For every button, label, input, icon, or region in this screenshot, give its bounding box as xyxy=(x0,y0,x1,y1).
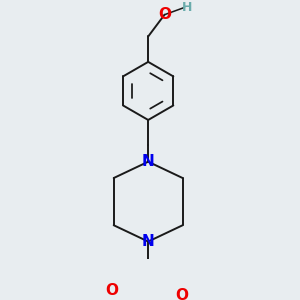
Text: O: O xyxy=(158,7,171,22)
Text: H: H xyxy=(182,1,192,14)
Text: O: O xyxy=(175,288,188,300)
Text: N: N xyxy=(142,234,155,249)
Text: N: N xyxy=(142,154,155,169)
Text: O: O xyxy=(105,283,119,298)
